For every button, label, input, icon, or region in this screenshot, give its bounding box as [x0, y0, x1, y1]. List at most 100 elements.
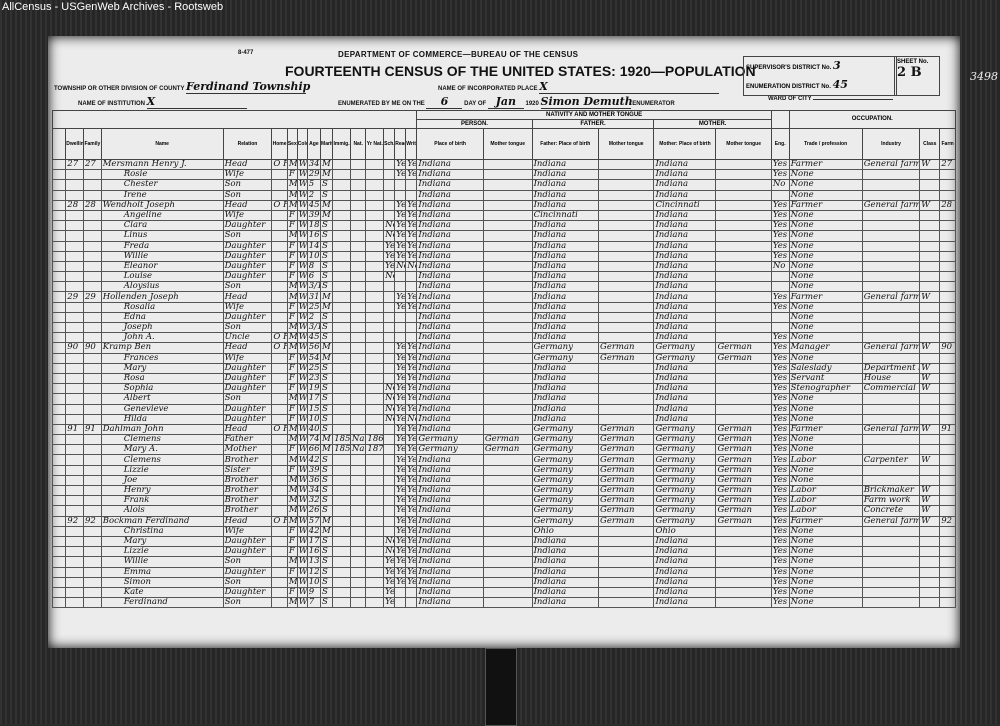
table-cell: Yes: [405, 393, 418, 405]
table-cell: [482, 393, 533, 405]
table-cell: [332, 586, 351, 599]
table-cell: [598, 260, 655, 273]
table-cell: Yes: [383, 576, 396, 588]
table-cell: [65, 525, 84, 537]
table-cell: Yes: [770, 586, 790, 599]
table-cell: Indiana: [653, 372, 717, 385]
table-cell: Indiana: [531, 271, 600, 283]
line-number: [51, 484, 67, 497]
table-cell: [349, 597, 367, 609]
table-cell: W: [919, 505, 941, 517]
table-cell: [271, 434, 288, 446]
table-cell: F: [286, 464, 298, 476]
table-cell: [83, 189, 102, 201]
table-cell: Yes: [394, 525, 407, 537]
table-cell: Germany: [653, 495, 717, 507]
table-cell: Indiana: [531, 372, 600, 385]
table-cell: Germany: [653, 505, 717, 517]
table-cell: [383, 342, 396, 354]
table-cell: [715, 535, 772, 548]
table-cell: [332, 260, 351, 273]
line-number: [51, 220, 67, 232]
line-number: [51, 464, 67, 476]
table-cell: Stenographer: [788, 383, 863, 395]
table-cell: S: [320, 383, 334, 395]
table-cell: F: [286, 546, 298, 558]
line-number: [51, 230, 67, 242]
table-cell: [383, 301, 396, 313]
nativity-section-label: NATIVITY AND MOTHER TONGUE: [416, 110, 772, 120]
table-cell: [332, 311, 351, 324]
table-cell: [365, 240, 385, 252]
table-cell: Son: [222, 179, 273, 191]
table-cell: [482, 321, 533, 334]
table-cell: [365, 209, 385, 222]
table-cell: Indiana: [653, 393, 717, 405]
table-cell: Lizzie: [100, 546, 224, 558]
table-cell: M: [286, 454, 298, 466]
column-header: Relation: [222, 128, 273, 160]
table-cell: W: [919, 291, 941, 303]
table-cell: 2: [306, 189, 322, 201]
table-cell: [332, 271, 351, 283]
table-cell: [365, 525, 385, 537]
table-cell: 3/12: [306, 281, 322, 293]
table-cell: [598, 413, 655, 425]
table-cell: [861, 352, 921, 364]
line-number: [51, 271, 67, 283]
table-cell: O F: [271, 199, 288, 211]
table-cell: Yes: [770, 403, 790, 415]
table-cell: M: [286, 515, 298, 527]
table-cell: [65, 556, 84, 568]
table-cell: Yes: [405, 454, 418, 466]
table-cell: [939, 311, 956, 324]
table-cell: F: [286, 352, 298, 364]
table-cell: [271, 597, 288, 609]
table-cell: Cincinnati: [531, 209, 600, 222]
table-cell: [271, 393, 288, 405]
table-cell: Yes: [394, 576, 407, 588]
table-cell: [405, 586, 418, 599]
table-cell: [332, 291, 351, 303]
table-cell: [383, 454, 396, 466]
table-cell: Indiana: [531, 576, 600, 588]
table-cell: S: [320, 413, 334, 425]
table-cell: Indiana: [416, 464, 484, 476]
table-cell: Yes: [394, 535, 407, 548]
table-row: ClemensFatherMW74M1856Na1866YesYesGerman…: [51, 434, 956, 446]
table-cell: [919, 301, 941, 313]
table-cell: Yes: [770, 474, 790, 487]
table-cell: [83, 444, 102, 456]
column-header: Name: [100, 128, 224, 160]
table-cell: Indiana: [653, 383, 717, 395]
line-number: [51, 434, 67, 446]
table-cell: Indiana: [531, 260, 600, 273]
table-cell: [939, 586, 956, 599]
table-cell: Louise: [100, 271, 224, 283]
table-cell: Ohio: [531, 525, 600, 537]
table-cell: [919, 434, 941, 446]
line-number: [51, 525, 67, 537]
table-cell: 10: [306, 413, 322, 425]
line-number: [51, 383, 67, 395]
table-cell: Son: [222, 281, 273, 293]
table-cell: German: [598, 454, 655, 466]
table-cell: Indiana: [531, 393, 600, 405]
table-cell: [919, 566, 941, 578]
table-cell: Yes: [394, 291, 407, 303]
table-cell: [405, 332, 418, 344]
line-number: [51, 576, 67, 588]
table-cell: German: [715, 505, 772, 517]
table-cell: [919, 464, 941, 476]
table-cell: Indiana: [531, 413, 600, 425]
table-cell: Brother: [222, 474, 273, 487]
table-row: AngelineWifeFW39MYesYesIndianaCincinnati…: [51, 209, 956, 222]
table-cell: Indiana: [416, 535, 484, 548]
table-cell: F: [286, 383, 298, 395]
table-cell: Ferdinand: [100, 597, 224, 609]
table-cell: O F: [271, 342, 288, 354]
table-cell: [349, 495, 367, 507]
table-cell: Clara: [100, 220, 224, 232]
table-cell: [65, 372, 84, 385]
